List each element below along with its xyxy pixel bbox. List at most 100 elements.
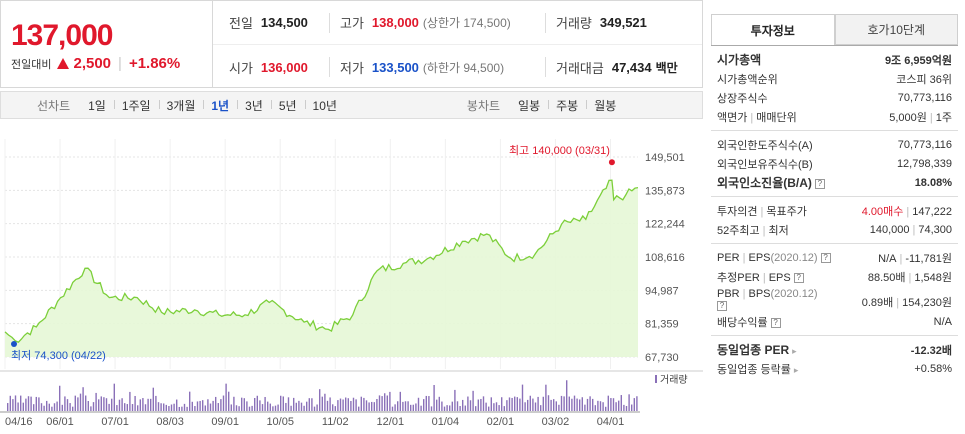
volume-bar: [467, 396, 469, 411]
volume-bar: [612, 398, 615, 411]
volume-bar: [558, 404, 560, 411]
low-annotation: 최저 74,300 (04/22): [11, 349, 106, 362]
period-tab-1주일[interactable]: 1주일: [113, 97, 159, 114]
candle-tab-일봉[interactable]: 일봉: [518, 98, 541, 113]
volume-bar: [98, 399, 100, 411]
x-tick-label: 12/01: [377, 416, 405, 428]
per-year: (2020.12): [770, 251, 818, 264]
volume-bar: [475, 406, 477, 411]
foreign-ratio-value: 18.08%: [914, 176, 952, 189]
volume-bar: [82, 387, 84, 411]
volume-bar: [311, 398, 313, 411]
help-icon[interactable]: ?: [770, 317, 781, 328]
volume-bar: [636, 396, 638, 411]
period-tab-1년[interactable]: 1년: [203, 97, 237, 114]
period-tab-5년[interactable]: 5년: [270, 97, 305, 114]
volume-bar: [553, 399, 555, 411]
help-icon[interactable]: ?: [820, 252, 831, 263]
help-icon[interactable]: ?: [717, 301, 727, 312]
volume-bar: [566, 380, 568, 411]
volume-bar: [329, 397, 331, 411]
volume-bar: [43, 405, 45, 411]
volume-bar: [170, 404, 173, 411]
volume-bar: [615, 402, 617, 411]
industry-rate-label[interactable]: 동일업종 등락률: [717, 363, 791, 376]
foreign-limit-label: 외국인한도주식수(A): [717, 139, 813, 152]
volume-bar: [592, 398, 594, 411]
volume-bar: [425, 395, 427, 411]
volume-bar: [350, 401, 352, 411]
volume-bar: [579, 399, 581, 411]
high-value: 138,000: [371, 15, 419, 30]
volume-bar: [618, 400, 620, 411]
volume-bar: [532, 398, 534, 411]
volume-bar: [121, 398, 123, 411]
cap-rank-value: 코스피 36위: [896, 73, 952, 86]
volume-bar: [217, 403, 219, 411]
period-tab-10년[interactable]: 10년: [304, 97, 345, 114]
volume-bar: [165, 404, 167, 411]
tab-investment-info[interactable]: 투자정보: [711, 14, 835, 45]
candle-tab-주봉[interactable]: 주봉: [548, 97, 586, 114]
volume-bar: [397, 401, 399, 411]
volume-bar: [59, 385, 61, 411]
change-percent: +1.86%: [128, 55, 181, 72]
foreign-hold-value: 12,798,339: [896, 157, 952, 170]
volume-bar: [540, 405, 542, 411]
volume-bar: [358, 406, 360, 411]
volume-bar: [326, 400, 329, 411]
price-stats: 전일 134,500 고가 138,000 (상한가 174,500) 거래량 349,…: [213, 0, 703, 88]
volume-bar: [25, 398, 27, 411]
volume-bar: [251, 405, 253, 411]
volume-bar: [368, 402, 370, 411]
price-chart[interactable]: 149,501 135,873 122,244 108,616 94,987 81,359…: [0, 119, 703, 434]
volume-bar: [355, 399, 357, 411]
volume-bar: [316, 404, 318, 411]
volume-bar: [459, 406, 461, 411]
help-icon[interactable]: ?: [814, 179, 825, 190]
unit-label: 매매단위: [756, 111, 797, 124]
volume-bar: [454, 389, 456, 411]
help-icon[interactable]: ?: [793, 272, 804, 283]
period-tab-3년[interactable]: 3년: [237, 97, 271, 114]
candle-tab-월봉[interactable]: 월봉: [586, 97, 624, 114]
volume-bar: [581, 397, 583, 411]
period-tab-3개월[interactable]: 3개월: [158, 97, 204, 114]
shares-label: 상장주식수: [717, 92, 768, 105]
chart-canvas[interactable]: 149,501 135,873 122,244 108,616 94,987 81,359…: [0, 119, 703, 434]
volume-bar: [35, 396, 37, 411]
volume-bar: [488, 406, 490, 411]
volume-bar: [628, 394, 630, 411]
period-tab-1일[interactable]: 1일: [88, 98, 106, 113]
volume-bar: [40, 403, 43, 411]
x-tick-label: 01/04: [432, 416, 460, 428]
est-eps-label: EPS: [768, 271, 791, 284]
volume-bar: [56, 401, 58, 411]
volume-bar: [74, 395, 76, 411]
volume-bar: [30, 396, 32, 411]
volume-bar: [508, 397, 511, 411]
volume-bar: [274, 405, 277, 411]
volume-bar: [131, 404, 134, 411]
volume-bar: [20, 395, 22, 411]
volume-bar: [144, 404, 147, 411]
volume-bar: [534, 402, 537, 411]
volume-bar: [446, 405, 448, 411]
low-label: 저가: [340, 60, 364, 76]
line-chart-label: 선차트: [37, 98, 71, 113]
volume-bar: [246, 401, 248, 411]
volume-bar: [183, 403, 186, 411]
volume-bar: [573, 395, 576, 411]
info-tabs: 투자정보 호가10단계: [711, 14, 958, 46]
volume-bar: [493, 403, 495, 411]
volume-bar: [209, 403, 212, 411]
per-value: N/A: [878, 252, 897, 265]
volume-bar: [85, 395, 87, 411]
volume-bar: [199, 400, 201, 411]
opinion-value: 4.00매수: [861, 205, 904, 218]
tab-quote-10[interactable]: 호가10단계: [834, 14, 958, 45]
volume-bar: [282, 396, 284, 411]
industry-per-label[interactable]: 동일업종 PER: [717, 343, 790, 357]
line-period-tabs: 1일 1주일 3개월 1년 3년 5년 10년: [80, 97, 345, 114]
lower-limit: (하한가 94,500): [422, 60, 505, 75]
